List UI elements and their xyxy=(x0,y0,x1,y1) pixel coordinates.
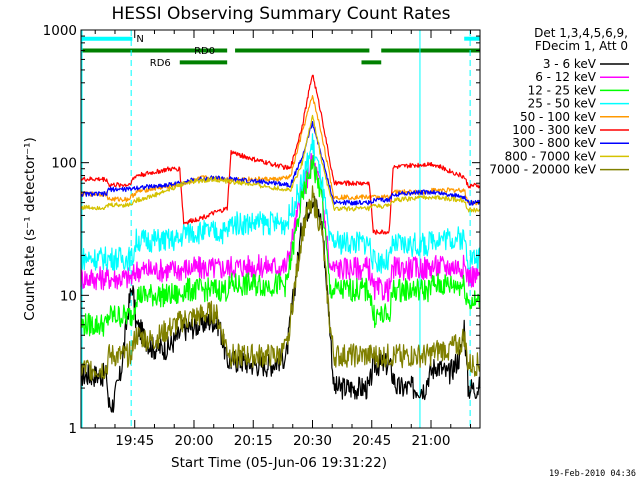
flag-label-rd6: RD6 xyxy=(150,58,171,69)
series-12-25-kev xyxy=(80,154,481,337)
x-tick-label: 20:45 xyxy=(352,433,391,449)
y-tick-label: 1 xyxy=(68,421,77,437)
y-tick-label: 1000 xyxy=(43,23,77,39)
legend-label-50-100-kev: 50 - 100 keV xyxy=(520,110,597,124)
x-tick-label: 19:45 xyxy=(115,433,154,449)
flag-bars: N RD0 RD6 xyxy=(81,34,480,69)
legend-header-line-2: FDecim 1, Att 0 xyxy=(535,39,628,53)
series-6-12-kev xyxy=(80,153,481,302)
series-100-300-kev xyxy=(80,74,481,235)
legend-label-3-6-kev: 3 - 6 keV xyxy=(543,57,597,71)
legend-label-12-25-kev: 12 - 25 keV xyxy=(528,83,597,97)
legend-label-100-300-kev: 100 - 300 keV xyxy=(512,123,596,137)
legend-label-6-12-kev: 6 - 12 keV xyxy=(535,70,597,84)
series-300-800-kev xyxy=(80,120,481,206)
series-7000-20000-kev xyxy=(80,185,481,381)
legend-label-7000-20000-kev: 7000 - 20000 keV xyxy=(489,163,596,177)
series-lines xyxy=(80,74,481,413)
x-tick-label: 20:00 xyxy=(175,433,214,449)
x-tick-label: 20:30 xyxy=(293,433,332,449)
x-axis-label: Start Time (05-Jun-06 19:31:22) xyxy=(171,455,387,471)
flag-label-rd0: RD0 xyxy=(194,46,215,57)
x-tick-label: 21:00 xyxy=(412,433,451,449)
legend-header-line-1: Det 1,3,4,5,6,9, xyxy=(534,26,628,40)
y-tick-label: 10 xyxy=(60,288,77,304)
legend-label-25-50-kev: 25 - 50 keV xyxy=(528,97,597,111)
plot-frame xyxy=(80,29,481,429)
chart-title: HESSI Observing Summary Count Rates xyxy=(111,4,450,24)
x-tick-label: 20:15 xyxy=(234,433,273,449)
legend: Det 1,3,4,5,6,9, FDecim 1, Att 0 3 - 6 k… xyxy=(489,26,629,177)
axes: 19:45 20:00 20:15 20:30 20:45 21:00 1 10 100 1000 xyxy=(43,23,480,449)
footer-date: 19-Feb-2010 04:36 xyxy=(549,469,636,479)
flag-label-n: N xyxy=(136,34,143,45)
series-800-7000-kev xyxy=(80,114,481,213)
legend-label-800-7000-kev: 800 - 7000 keV xyxy=(505,149,597,163)
y-axis-label: Count Rate (s⁻¹ detector⁻¹) xyxy=(22,137,38,321)
y-tick-label: 100 xyxy=(51,156,77,172)
series-25-50-kev xyxy=(80,133,481,274)
legend-label-300-800-kev: 300 - 800 keV xyxy=(512,136,596,150)
